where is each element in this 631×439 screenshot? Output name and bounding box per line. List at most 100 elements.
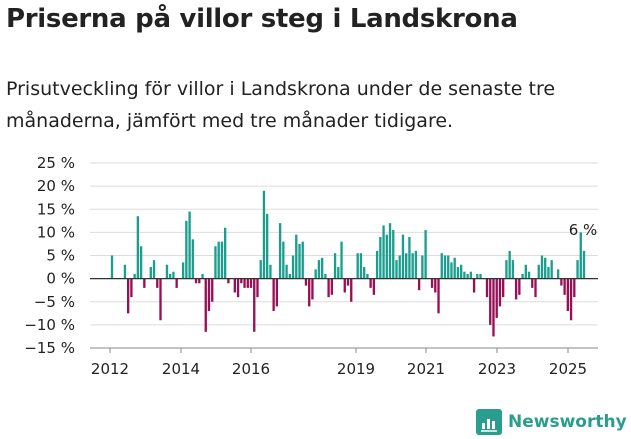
bar: [527, 271, 531, 279]
bar: [495, 278, 498, 318]
bar: [346, 278, 350, 286]
bar: [181, 262, 185, 279]
bar: [485, 278, 489, 298]
bar: [511, 260, 515, 279]
newsworthy-logo-icon: [476, 409, 502, 435]
bar: [579, 232, 582, 279]
bar: [375, 250, 379, 279]
bar: [366, 274, 369, 279]
bar: [175, 278, 178, 288]
bar: [285, 264, 288, 279]
bar: [573, 278, 576, 298]
bar: [434, 278, 437, 293]
bar: [411, 253, 414, 279]
bar: [188, 211, 191, 279]
bar: [227, 278, 230, 284]
x-tick-label: 2021: [407, 360, 445, 378]
bar: [291, 255, 295, 279]
bar: [550, 260, 553, 279]
bar: [333, 253, 337, 279]
bar: [405, 253, 408, 279]
y-axis-labels: 25 % 20 % 15 % 10 % 5 % 0 % −5 % −10 % −15 %: [24, 154, 75, 357]
bar: [127, 278, 130, 314]
bar: [521, 274, 524, 279]
bar: [327, 278, 330, 298]
bar: [359, 253, 363, 279]
bar: [343, 278, 346, 293]
bar: [479, 274, 482, 279]
bar: [156, 278, 159, 288]
bar: [136, 216, 140, 279]
bar: [508, 250, 511, 279]
bar: [143, 278, 146, 288]
y-tick-label: 25 %: [37, 154, 75, 172]
bar: [556, 269, 560, 279]
bar: [130, 278, 133, 298]
bar: [233, 278, 237, 293]
chart-subtitle: Prisutveckling för villor i Landskrona u…: [6, 78, 556, 132]
bar: [266, 213, 269, 279]
bar: [185, 220, 188, 279]
bar: [456, 267, 460, 279]
bar: [417, 278, 421, 291]
x-tick-label: 2019: [337, 360, 375, 378]
y-tick-label: 15 %: [37, 200, 75, 218]
bar: [524, 264, 527, 279]
bar: [282, 241, 285, 279]
bar: [217, 241, 220, 279]
bar: [440, 253, 443, 279]
bar: [204, 278, 207, 332]
bar: [388, 223, 392, 279]
bar: [214, 246, 217, 279]
bar: [246, 278, 249, 288]
bar: [220, 241, 224, 279]
bar: [324, 274, 327, 279]
bar: [505, 260, 508, 279]
bar: [152, 260, 156, 279]
bar: [139, 246, 143, 279]
bar: [311, 278, 314, 300]
bar: [211, 278, 214, 302]
bar: [401, 234, 405, 279]
bar: [262, 190, 266, 279]
bar: [379, 237, 382, 279]
bar: [498, 278, 502, 307]
bar: [563, 278, 566, 295]
bar: [278, 223, 282, 279]
y-tick-label: 20 %: [37, 177, 75, 195]
bar: [340, 241, 343, 279]
bar: [172, 271, 175, 279]
y-gridlines: [90, 162, 598, 349]
x-tick-label: 2012: [91, 360, 129, 378]
bar: [269, 264, 272, 279]
bar: [169, 274, 172, 279]
chart-title: Priserna på villor steg i Landskrona: [6, 4, 518, 34]
bar: [443, 255, 447, 279]
bars: [110, 190, 586, 337]
bar: [301, 241, 304, 279]
bar: [459, 264, 463, 279]
bar: [576, 260, 579, 279]
bar: [537, 264, 540, 279]
bar: [424, 230, 427, 279]
bar: [133, 274, 136, 279]
bar: [194, 278, 198, 284]
bar: [110, 255, 114, 279]
bar: [492, 278, 495, 337]
bar: [518, 278, 521, 295]
bar: [466, 274, 469, 279]
bar: [350, 278, 353, 302]
bar: [540, 255, 544, 279]
bar: [547, 267, 550, 279]
y-tick-label: −15 %: [24, 339, 75, 357]
bar: [489, 278, 492, 325]
bar: [259, 260, 262, 279]
bar: [408, 237, 411, 279]
x-tick-label: 2014: [162, 360, 200, 378]
bar: [314, 269, 317, 279]
bar: [123, 264, 127, 279]
bar: [207, 278, 211, 312]
bar: [356, 253, 359, 279]
x-tick-label: 2016: [232, 360, 270, 378]
